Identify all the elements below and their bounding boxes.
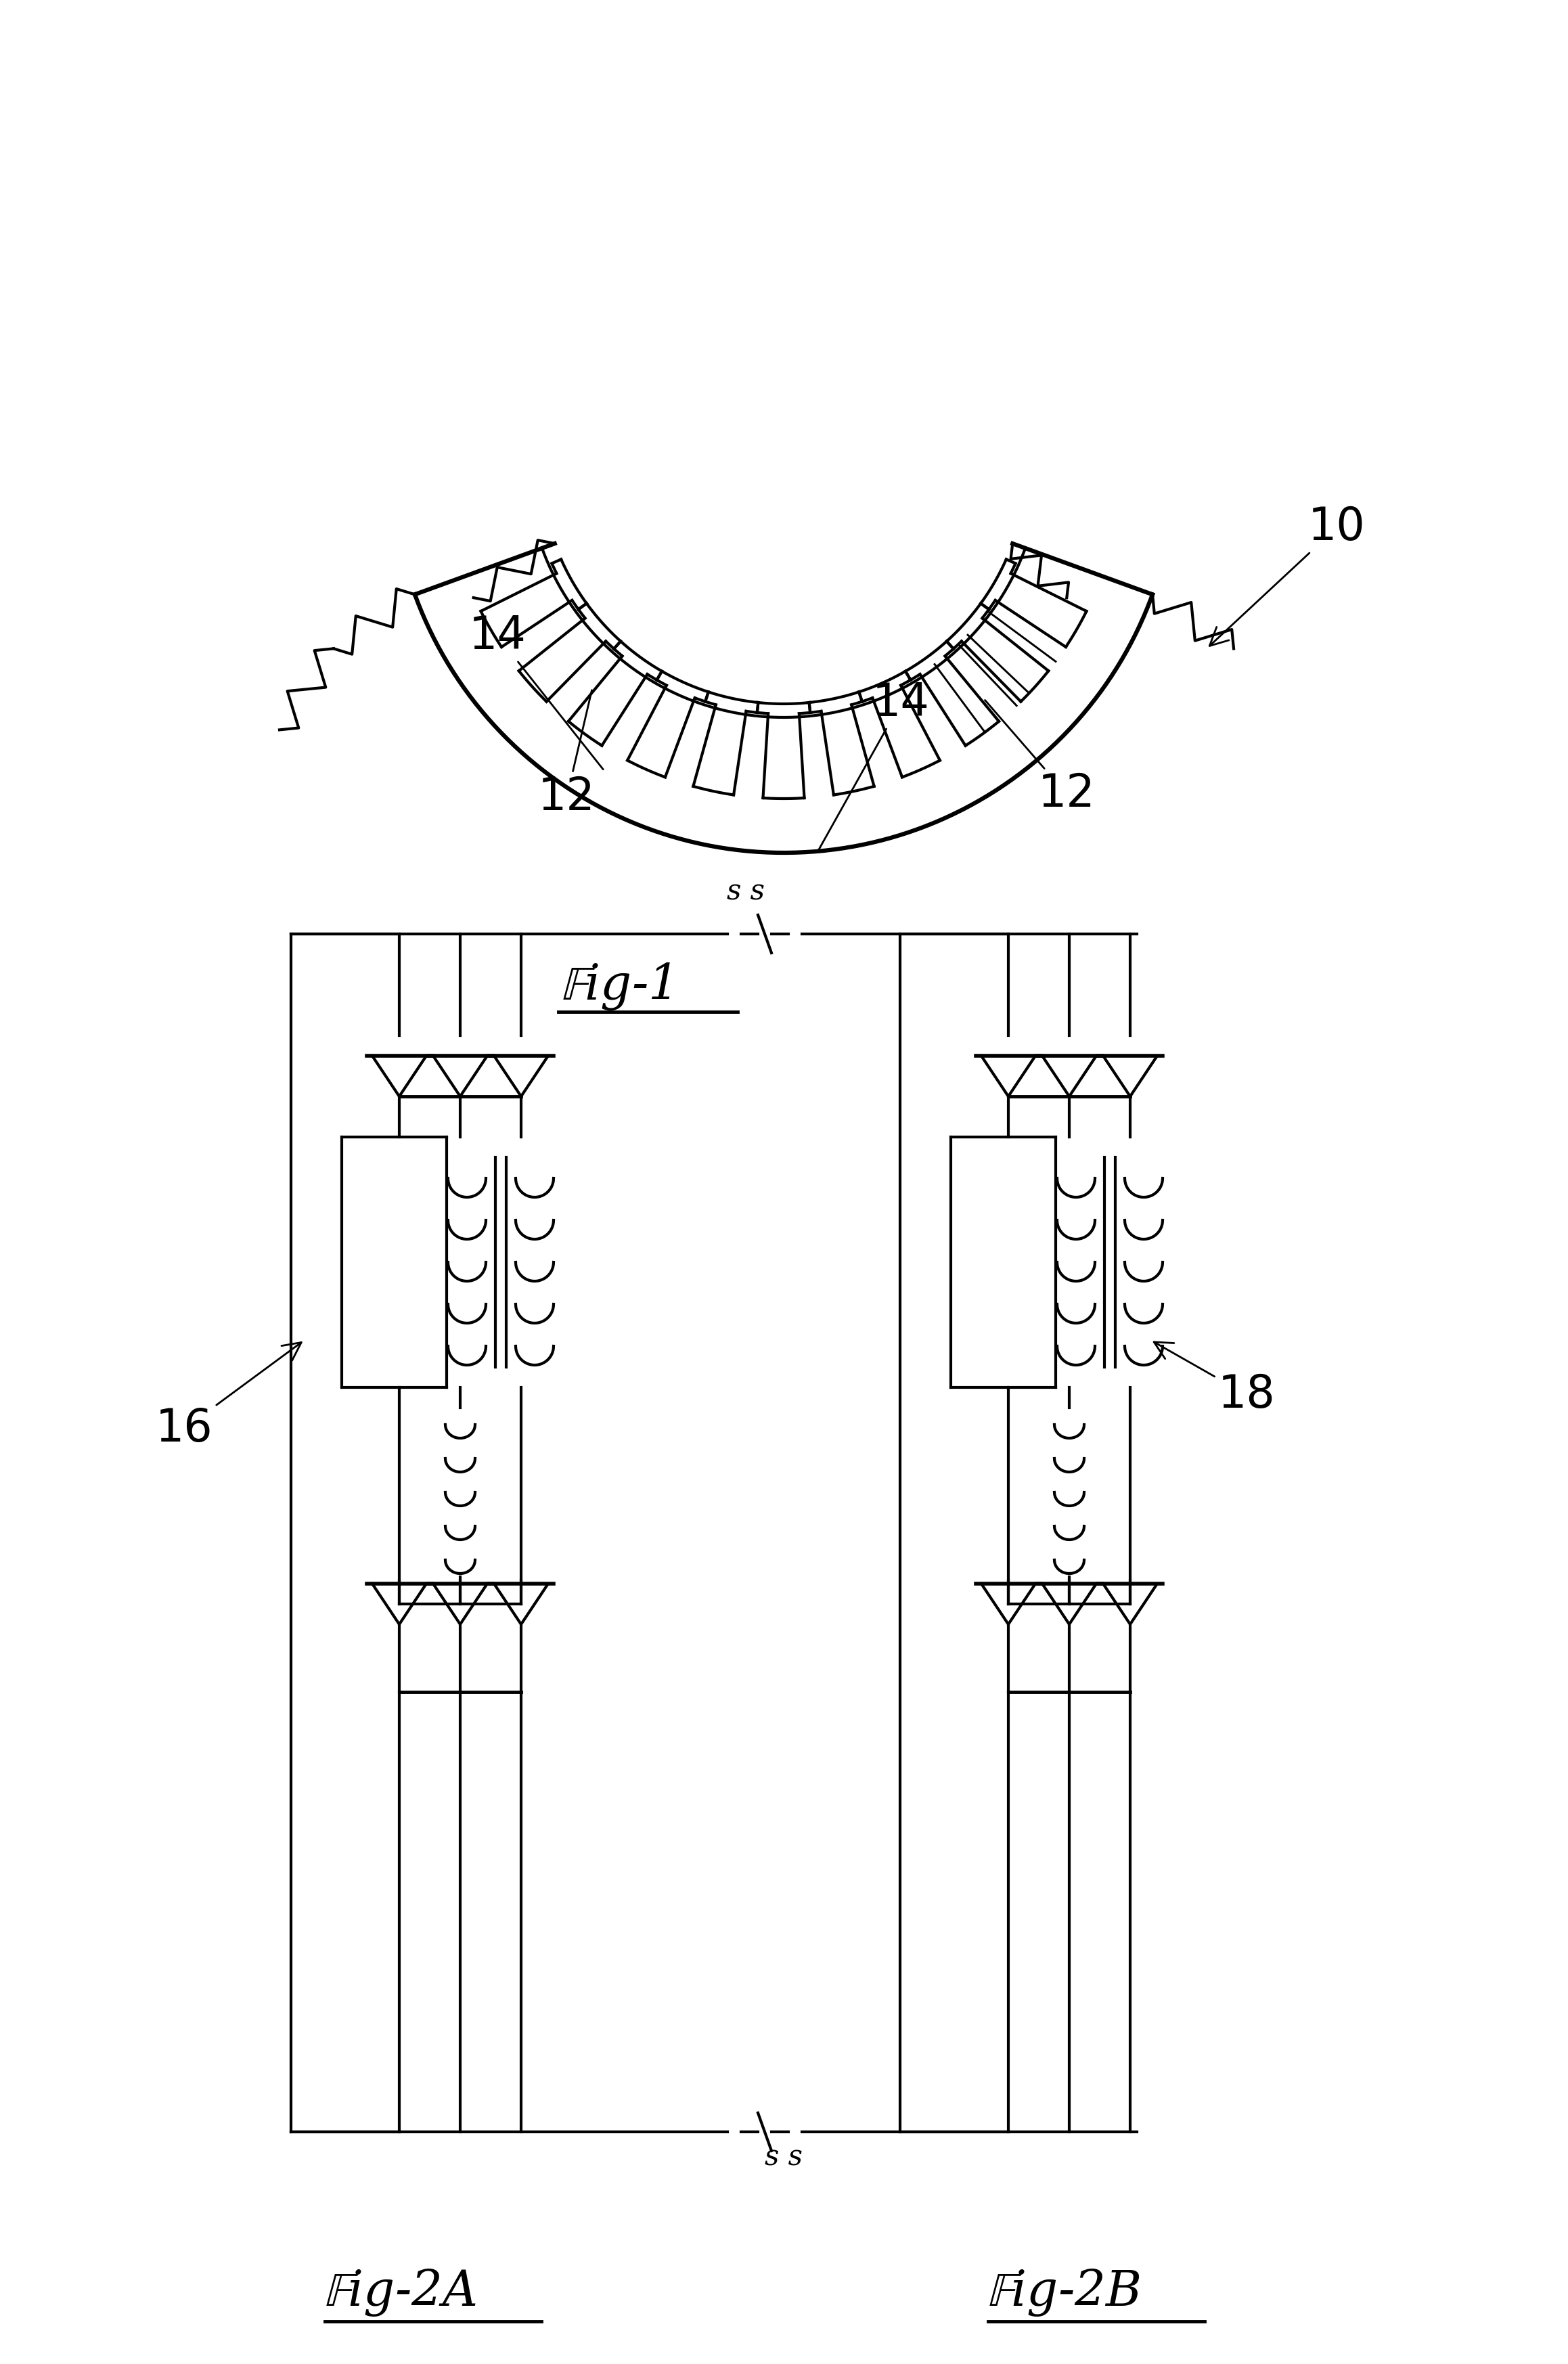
Text: s s: s s [728,877,765,905]
Text: 14: 14 [469,615,604,768]
Text: $\mathbb{F}$ig-1: $\mathbb{F}$ig-1 [561,962,671,1012]
Text: 12: 12 [985,700,1096,816]
Text: 10: 10 [1209,506,1366,645]
Text: 18: 18 [1154,1343,1275,1416]
Text: 14: 14 [818,681,930,849]
Text: 16: 16 [155,1343,301,1451]
Text: $\mathbb{F}$ig-2B: $\mathbb{F}$ig-2B [988,2267,1140,2319]
Text: $\mathbb{F}$ig-2A: $\mathbb{F}$ig-2A [325,2267,477,2319]
Text: 12: 12 [538,690,596,820]
Text: s s: s s [765,2144,803,2173]
